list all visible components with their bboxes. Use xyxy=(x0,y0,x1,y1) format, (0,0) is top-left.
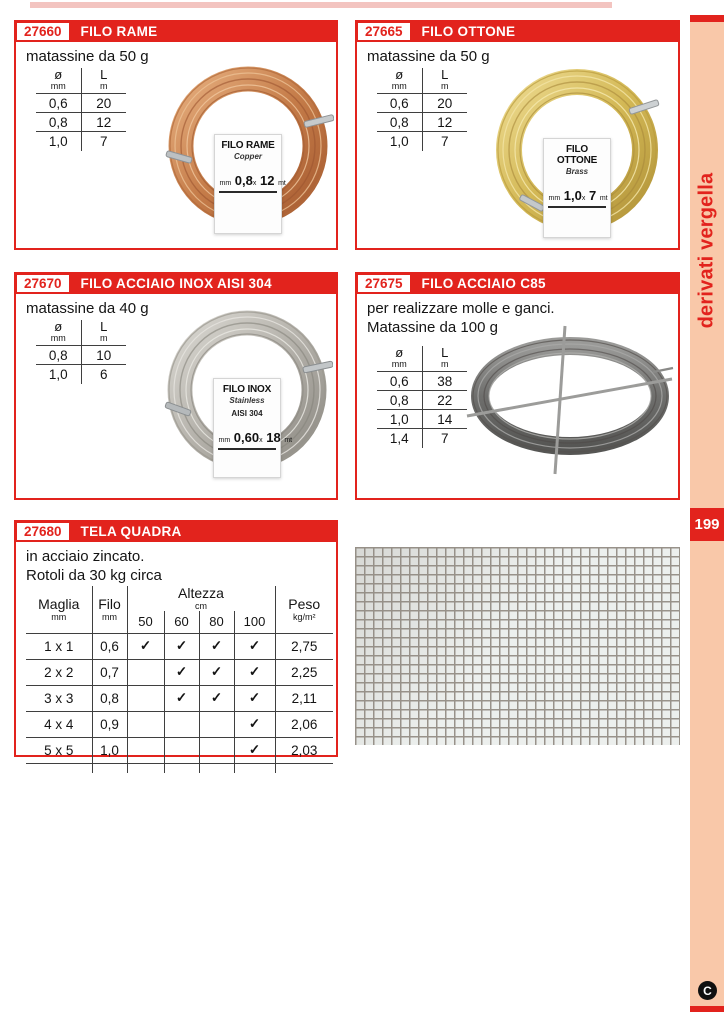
product-label-tag: FILO OTTONE Brass mm 1,0x 7 mt xyxy=(543,138,611,238)
spec-row: 1,0 14 xyxy=(377,409,467,429)
spec-col-diameter: ø mm xyxy=(36,68,82,94)
product-box-tela-quadra: 27680 TELA QUADRA in acciaio zincato. Ro… xyxy=(14,520,338,773)
label-extra: AISI 304 xyxy=(231,409,263,418)
product-label-tag: FILO INOX Stainless AISI 304 mm 0,60x 18… xyxy=(213,378,292,478)
product-header: 27670 FILO ACCIAIO INOX AISI 304 xyxy=(14,272,338,294)
product-code: 27665 xyxy=(358,22,410,40)
product-title: FILO RAME xyxy=(80,23,158,39)
description-line: in acciaio zincato. xyxy=(26,548,145,565)
mesh-spec-table: Maglia mm Filo mm Altezza cm Peso kg/m² 50 6… xyxy=(26,586,333,773)
col-altezza: Altezza cm xyxy=(127,586,276,611)
table-row: 1 x 1 0,6 ✓ ✓ ✓ ✓ 2,75 xyxy=(26,633,333,660)
product-description: matassine da 50 g xyxy=(367,47,490,66)
product-box-filo-inox: 27670 FILO ACCIAIO INOX AISI 304 matassi… xyxy=(14,272,338,500)
table-row: 2 x 2 0,7 ✓ ✓ ✓ 2,25 xyxy=(26,659,333,686)
product-header: 27665 FILO OTTONE xyxy=(355,20,680,42)
page-top-strip xyxy=(30,2,612,8)
spec-row: 0,6 20 xyxy=(36,93,126,113)
description-line: matassine da 50 g xyxy=(367,48,490,65)
product-photo-c85-coil xyxy=(457,324,677,479)
description-line: Rotoli da 30 kg circa xyxy=(26,567,162,584)
product-header: 27675 FILO ACCIAIO C85 xyxy=(355,272,680,294)
height-col-60: 60 xyxy=(164,611,200,634)
product-description: in acciaio zincato. Rotoli da 30 kg circ… xyxy=(26,547,162,585)
height-col-80: 80 xyxy=(199,611,235,634)
table-row: 3 x 3 0,8 ✓ ✓ ✓ 2,11 xyxy=(26,685,333,712)
col-filo: Filo mm xyxy=(92,586,128,634)
label-name: FILO INOX xyxy=(222,384,272,395)
spec-row: 1,0 7 xyxy=(377,131,467,151)
spec-col-diameter: ø mm xyxy=(377,68,423,94)
table-row: 4 x 4 0,9 ✓ 2,06 xyxy=(26,711,333,738)
spec-col-diameter: ø mm xyxy=(377,346,423,372)
spec-row: 1,4 7 xyxy=(377,428,467,448)
product-photo-copper-coil: FILO RAME Copper mm 0,8x 12 mt xyxy=(162,62,334,234)
product-box-filo-ottone: 27665 FILO OTTONE matassine da 50 g ø mm … xyxy=(355,20,680,250)
label-subtitle: Brass xyxy=(565,167,589,176)
product-label-tag: FILO RAME Copper mm 0,8x 12 mt xyxy=(214,134,286,234)
label-name: FILO RAME xyxy=(221,140,275,151)
product-title: TELA QUADRA xyxy=(80,523,182,539)
table-row: 5 x 5 1,0 ✓ 2,03 xyxy=(26,737,333,764)
spec-row: 0,8 10 xyxy=(36,345,126,365)
label-size-line: mm 0,60x 18 mt xyxy=(218,430,292,450)
spec-row: 0,8 12 xyxy=(377,112,467,132)
spec-row: 1,0 7 xyxy=(36,131,126,151)
product-code: 27660 xyxy=(17,22,69,40)
label-name: FILO OTTONE xyxy=(556,144,598,166)
spec-row: 0,6 38 xyxy=(377,371,467,391)
spec-row: 1,0 6 xyxy=(36,364,126,384)
product-code: 27680 xyxy=(17,522,69,540)
product-title: FILO ACCIAIO INOX AISI 304 xyxy=(80,275,272,291)
description-line: Matassine da 100 g xyxy=(367,319,498,336)
sidebar-category-label: derivati vergella xyxy=(695,172,718,328)
product-code: 27675 xyxy=(358,274,410,292)
product-photo-inox-coil: FILO INOX Stainless AISI 304 mm 0,60x 18… xyxy=(161,306,333,478)
label-subtitle: Stainless xyxy=(229,396,265,405)
col-maglia: Maglia mm xyxy=(26,586,93,634)
product-header: 27680 TELA QUADRA xyxy=(14,520,338,542)
c85-coil-illustration xyxy=(466,325,674,475)
label-subtitle: Copper xyxy=(234,152,262,161)
product-photo-wire-mesh xyxy=(355,547,680,745)
label-size-line: mm 1,0x 7 mt xyxy=(548,188,608,208)
spec-row: 0,8 22 xyxy=(377,390,467,410)
product-title: FILO ACCIAIO C85 xyxy=(421,275,546,291)
height-col-50: 50 xyxy=(127,611,165,634)
sidebar-top-strip xyxy=(690,15,724,22)
height-col-100: 100 xyxy=(234,611,276,634)
description-line: per realizzare molle e ganci. xyxy=(367,300,555,317)
product-title: FILO OTTONE xyxy=(421,23,516,39)
product-description: per realizzare molle e ganci. Matassine … xyxy=(367,299,555,337)
brand-logo: C xyxy=(698,981,717,1000)
product-photo-brass-coil: FILO OTTONE Brass mm 1,0x 7 mt xyxy=(491,66,663,238)
table-rule-stub xyxy=(26,763,333,773)
product-box-filo-c85: 27675 FILO ACCIAIO C85 per realizzare mo… xyxy=(355,272,680,500)
sidebar-bottom-strip xyxy=(690,1006,724,1012)
description-line: matassine da 40 g xyxy=(26,300,149,317)
spec-row: 0,6 20 xyxy=(377,93,467,113)
col-peso: Peso kg/m² xyxy=(275,586,333,634)
spec-row: 0,8 12 xyxy=(36,112,126,132)
page-number: 199 xyxy=(690,508,724,541)
product-description: matassine da 40 g xyxy=(26,299,149,318)
product-description: matassine da 50 g xyxy=(26,47,149,66)
product-code: 27670 xyxy=(17,274,69,292)
product-header: 27660 FILO RAME xyxy=(14,20,338,42)
label-size-line: mm 0,8x 12 mt xyxy=(219,173,286,193)
description-line: matassine da 50 g xyxy=(26,48,149,65)
spec-col-diameter: ø mm xyxy=(36,320,82,346)
